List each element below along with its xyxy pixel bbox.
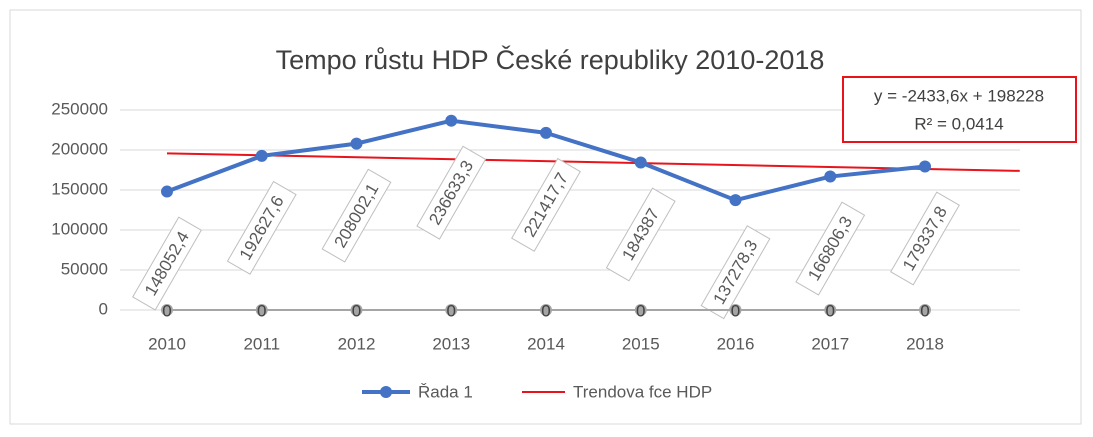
r-squared: R² = 0,0414 xyxy=(914,114,1003,133)
data-label-text: 0 xyxy=(352,301,361,320)
marker xyxy=(161,185,173,198)
data-label-box xyxy=(795,201,866,296)
y-tick-label: 50000 xyxy=(61,259,108,278)
marker xyxy=(729,194,742,207)
data-label-text: 0 xyxy=(162,301,171,320)
marker xyxy=(350,304,363,316)
data-label-box xyxy=(605,187,676,282)
marker xyxy=(445,114,458,127)
data-label-box xyxy=(416,145,487,240)
y-tick-label: 150000 xyxy=(51,179,108,198)
x-tick-label: 2017 xyxy=(811,334,849,353)
data-label-text: 0 xyxy=(541,301,550,320)
y-tick-label: 200000 xyxy=(51,139,108,158)
x-tick-label: 2018 xyxy=(906,334,944,353)
marker xyxy=(919,160,931,173)
data-label-text: 0 xyxy=(447,301,456,320)
data-label-box xyxy=(511,157,581,252)
x-tick-label: 2015 xyxy=(622,334,660,353)
x-tick-label: 2014 xyxy=(527,334,565,353)
legend-marker xyxy=(380,386,392,398)
data-label-text: 0 xyxy=(731,301,740,320)
trendline xyxy=(166,152,1020,172)
marker xyxy=(634,156,647,169)
equation: y = -2433,6x + 198228 xyxy=(874,86,1044,105)
x-tick-label: 2013 xyxy=(432,334,470,353)
marker xyxy=(255,304,268,316)
marker xyxy=(824,304,837,316)
y-tick-label: 0 xyxy=(99,299,108,318)
legend-label: Řada 1 xyxy=(418,382,473,401)
data-label-text: 0 xyxy=(636,301,645,320)
data-label-text: 0 xyxy=(826,301,835,320)
data-label-box xyxy=(226,180,297,275)
marker xyxy=(919,304,931,316)
data-label-box xyxy=(132,216,202,311)
x-tick-label: 2016 xyxy=(717,334,755,353)
marker xyxy=(445,304,458,316)
marker xyxy=(540,304,552,316)
data-label: 184387 xyxy=(605,187,676,282)
x-tick-label: 2012 xyxy=(338,334,376,353)
y-tick-label: 100000 xyxy=(51,219,108,238)
marker xyxy=(161,304,173,316)
x-tick-label: 2010 xyxy=(148,334,186,353)
data-label-text: 0 xyxy=(920,301,929,320)
data-label: 208002,1 xyxy=(321,168,392,263)
chart-title: Tempo růstu HDP České republiky 2010-201… xyxy=(276,44,825,75)
data-label-box xyxy=(890,191,960,286)
marker xyxy=(255,149,268,162)
x-tick-label: 2011 xyxy=(243,334,280,353)
marker xyxy=(540,126,552,139)
marker xyxy=(824,170,837,183)
data-label-text: 0 xyxy=(257,301,266,320)
marker xyxy=(634,304,647,316)
equation-box xyxy=(842,76,1077,143)
marker xyxy=(729,304,742,316)
data-label-box xyxy=(321,168,392,263)
legend-label: Trendova fce HDP xyxy=(573,382,712,401)
y-tick-label: 250000 xyxy=(51,99,108,118)
data-label-box xyxy=(700,225,771,320)
marker xyxy=(350,137,363,150)
